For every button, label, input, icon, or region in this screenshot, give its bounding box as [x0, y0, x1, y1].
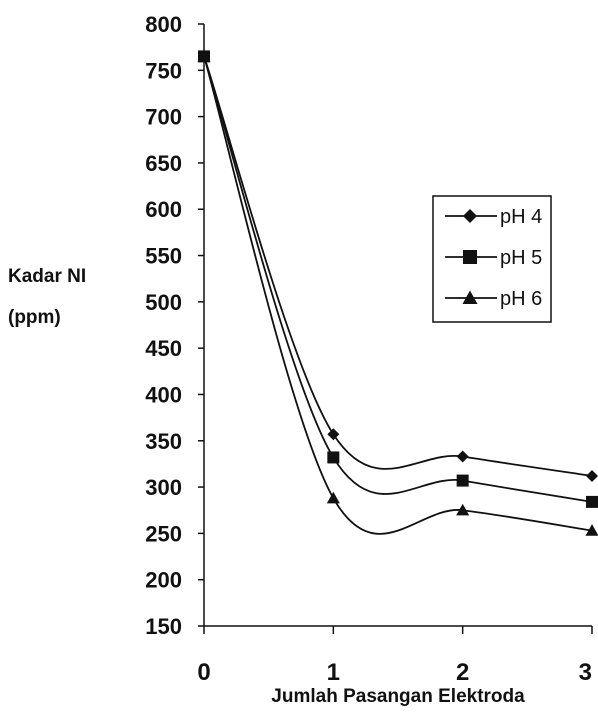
y-tick-label: 350: [145, 429, 182, 454]
y-axis-title-line-1: Kadar NI: [8, 266, 86, 287]
legend-label: pH 6: [500, 288, 542, 310]
series-ph-6: [197, 49, 598, 536]
legend-item: pH 4: [445, 206, 542, 228]
y-tick-label: 650: [145, 151, 182, 176]
x-axis-title: Jumlah Pasangan Elektroda: [271, 686, 525, 707]
data-point: [586, 495, 598, 508]
x-axis: 0 1 2 3: [197, 625, 593, 686]
data-point: [326, 491, 340, 504]
data-point: [327, 428, 340, 441]
data-point: [456, 503, 470, 516]
legend-item: pH 5: [445, 247, 542, 269]
x-tick-label: 3: [579, 659, 592, 686]
series-lines: [197, 49, 598, 536]
y-axis-title-line-2: (ppm): [8, 307, 61, 328]
data-point: [327, 451, 340, 464]
legend-box: [432, 195, 552, 323]
y-tick-label: 600: [145, 197, 182, 222]
data-point: [197, 49, 211, 62]
data-point: [585, 524, 598, 536]
data-point: [586, 469, 598, 482]
y-tick-label: 550: [145, 244, 182, 269]
y-tick-label: 250: [145, 521, 182, 546]
y-tick-label: 200: [145, 568, 182, 593]
legend-marker: [463, 250, 477, 264]
y-tick-label: 300: [145, 475, 182, 500]
legend-marker: [463, 209, 477, 223]
series-line: [203, 56, 593, 503]
x-tick-label: 2: [456, 659, 469, 686]
series-line: [203, 56, 593, 477]
y-tick-label: 400: [145, 382, 182, 407]
x-tick-label: 1: [327, 659, 340, 686]
y-tick-label: 700: [145, 105, 182, 130]
legend-label: pH 5: [500, 247, 542, 269]
data-point: [456, 450, 469, 463]
series-line: [203, 56, 593, 535]
legend-marker: [462, 290, 478, 304]
legend-label: pH 4: [500, 206, 542, 228]
y-tick-label: 450: [145, 336, 182, 361]
y-tick-label: 150: [145, 614, 182, 639]
y-tick-label: 500: [145, 290, 182, 315]
legend: pH 4 pH 5 pH 6: [432, 195, 552, 323]
y-tick-label: 750: [145, 58, 182, 83]
legend-item: pH 6: [445, 288, 542, 310]
data-point: [456, 474, 469, 487]
y-axis: 150 200 250 300 350 400 450 500 550 600 650 700 750 8…: [145, 12, 205, 639]
x-tick-label: 0: [197, 659, 210, 686]
y-tick-label: 800: [145, 12, 182, 37]
